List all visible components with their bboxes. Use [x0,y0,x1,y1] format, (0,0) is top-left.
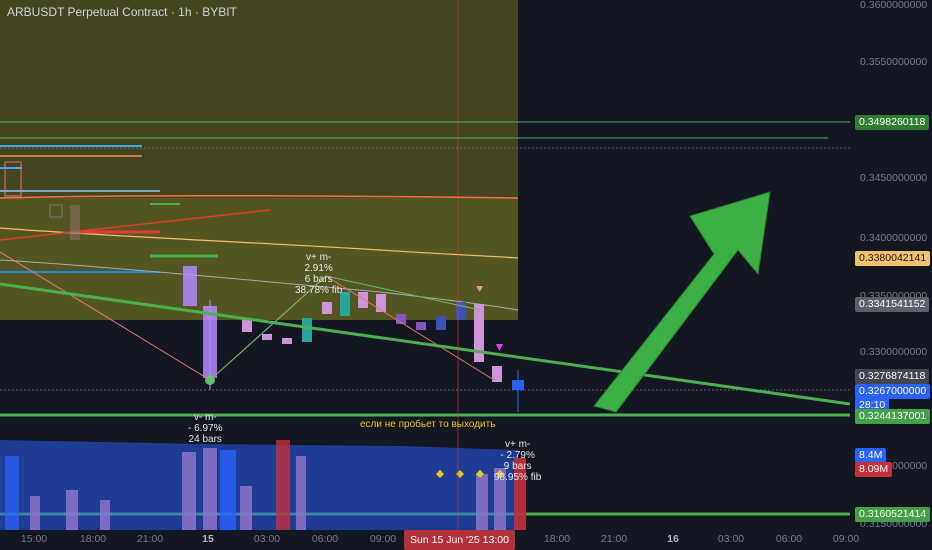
time-tick: 09:00 [832,533,860,545]
swing-low-marker [205,375,215,385]
annotation-swing-up: v+ m- 2.91% 6 bars 38.78% fib [295,252,343,296]
chart-title: ARBUSDT Perpetual Contract · 1h · BYBIT [7,5,237,19]
zigzag-green [209,275,481,381]
big-up-arrow [593,191,771,413]
chart-canvas [0,0,850,530]
price-tick: 0.3400000000 [860,232,928,244]
price-label-support1: 0.3244137001 [855,409,931,424]
time-axis[interactable]: 15:00 18:00 21:00 15 03:00 06:00 09:00 1… [0,530,932,550]
zone-upper [0,0,518,198]
price-label-support2: 0.3160521414 [855,507,931,522]
down-marker [496,344,503,351]
candles [4,161,524,412]
price-label-ma: 0.3380042141 [855,251,931,266]
time-tick: 15 [202,533,214,545]
time-tick: 15:00 [20,533,48,545]
time-tick: 18:00 [79,533,107,545]
price-tick: 0.3450000000 [860,172,928,184]
time-crosshair-label: Sun 15 Jun '25 13:00 [404,530,515,550]
trade-note: если не пробьет то выходить [360,419,496,430]
annotation-swing-end: v+ m- - 2.79% 9 bars 98.95% fib [494,439,542,483]
volume-bars [5,440,526,530]
price-tick: 0.3600000000 [860,0,928,11]
time-tick: 06:00 [775,533,803,545]
time-tick: 06:00 [311,533,339,545]
price-tick: 0.3550000000 [860,56,928,68]
price-label-ma2: 0.3341541152 [855,297,930,312]
price-label-current: 0.3267000000 [855,384,931,399]
time-tick: 09:00 [369,533,397,545]
time-tick: 03:00 [717,533,745,545]
price-label-level1: 0.3498260118 [855,115,930,130]
volume-label-1: 8.4M [855,448,887,463]
time-tick: 21:00 [600,533,628,545]
ma-line-1 [0,227,519,259]
trendline [0,282,850,406]
down-marker-2 [476,286,483,292]
volume-label-2: 8.09M [855,462,893,477]
annotation-swing-low: v- m- - 6.97% 24 bars [188,412,223,445]
time-tick: 21:00 [136,533,164,545]
ma-line-3 [0,194,519,199]
price-label-prev: 0.3276874118 [855,369,930,384]
time-tick: 16 [667,533,679,545]
time-tick: 18:00 [543,533,571,545]
ma-line-2 [0,259,519,311]
volume-area [0,440,518,530]
ma-line-4 [0,209,271,241]
time-tick: 03:00 [253,533,281,545]
price-axis[interactable]: 0.3600000000 0.3550000000 0.3450000000 0… [850,0,932,530]
chart-area[interactable]: ARBUSDT Perpetual Contract · 1h · BYBIT … [0,0,850,530]
price-tick: 0.3300000000 [860,346,928,358]
